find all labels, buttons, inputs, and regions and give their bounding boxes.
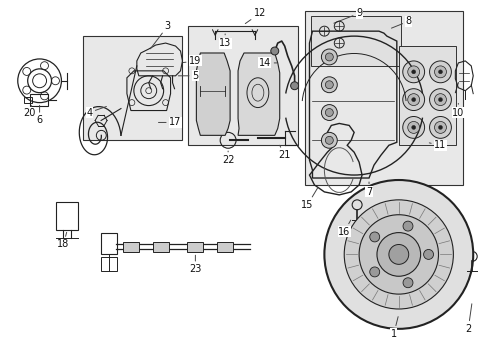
- Circle shape: [402, 221, 412, 231]
- Circle shape: [270, 47, 278, 55]
- Polygon shape: [238, 53, 279, 135]
- Circle shape: [325, 109, 333, 117]
- Text: 10: 10: [451, 103, 464, 117]
- Circle shape: [388, 244, 408, 264]
- Circle shape: [402, 278, 412, 288]
- Circle shape: [438, 98, 442, 102]
- Circle shape: [321, 49, 337, 65]
- Bar: [101, 257, 117, 271]
- Bar: [24, 96, 32, 103]
- Text: 18: 18: [57, 232, 69, 249]
- Text: 7: 7: [365, 182, 371, 197]
- Circle shape: [321, 77, 337, 93]
- Circle shape: [325, 136, 333, 144]
- Bar: [217, 242, 233, 252]
- Circle shape: [402, 61, 424, 83]
- Circle shape: [321, 105, 337, 121]
- Text: 1: 1: [390, 317, 397, 339]
- Text: 22: 22: [222, 151, 234, 165]
- Circle shape: [324, 180, 472, 329]
- Text: 8: 8: [391, 16, 411, 28]
- Circle shape: [325, 81, 333, 89]
- Text: 23: 23: [189, 255, 201, 274]
- Bar: [152, 242, 168, 252]
- Circle shape: [438, 70, 442, 74]
- Bar: [311, 16, 400, 66]
- Bar: [122, 242, 139, 252]
- Circle shape: [407, 121, 419, 133]
- Circle shape: [407, 94, 419, 105]
- Bar: [187, 242, 203, 252]
- Bar: [83, 36, 182, 140]
- Text: 4: 4: [86, 107, 106, 117]
- Text: 5: 5: [178, 71, 198, 81]
- Circle shape: [434, 121, 446, 133]
- Circle shape: [325, 53, 333, 61]
- Circle shape: [438, 125, 442, 129]
- Text: 14: 14: [258, 58, 276, 68]
- Circle shape: [344, 200, 452, 309]
- Bar: [304, 11, 462, 185]
- Circle shape: [423, 249, 433, 260]
- Text: 16: 16: [337, 220, 350, 237]
- Circle shape: [402, 89, 424, 111]
- Bar: [398, 46, 455, 145]
- Circle shape: [428, 61, 450, 83]
- Circle shape: [407, 66, 419, 78]
- Polygon shape: [196, 53, 230, 135]
- Circle shape: [411, 70, 415, 74]
- Text: 2: 2: [464, 304, 471, 334]
- Text: 9: 9: [333, 8, 362, 23]
- Text: 3: 3: [150, 21, 170, 49]
- Circle shape: [411, 125, 415, 129]
- Circle shape: [358, 215, 438, 294]
- Text: 12: 12: [245, 8, 265, 24]
- Circle shape: [428, 89, 450, 111]
- Text: 17: 17: [158, 117, 182, 127]
- Circle shape: [402, 117, 424, 138]
- Circle shape: [369, 232, 379, 242]
- Text: 11: 11: [428, 140, 446, 150]
- Circle shape: [290, 82, 298, 90]
- Circle shape: [434, 66, 446, 78]
- Circle shape: [376, 233, 420, 276]
- Circle shape: [369, 267, 379, 277]
- Bar: [56, 202, 78, 230]
- Text: 6: 6: [37, 105, 42, 126]
- Circle shape: [321, 132, 337, 148]
- Circle shape: [411, 98, 415, 102]
- Bar: [101, 233, 117, 255]
- Text: 15: 15: [301, 187, 317, 210]
- Text: 13: 13: [219, 34, 231, 48]
- Text: 21: 21: [278, 145, 290, 160]
- Bar: [188, 26, 297, 145]
- Bar: [30, 94, 47, 105]
- Circle shape: [428, 117, 450, 138]
- Text: 19: 19: [183, 56, 201, 66]
- Text: 20: 20: [23, 105, 36, 117]
- Circle shape: [434, 94, 446, 105]
